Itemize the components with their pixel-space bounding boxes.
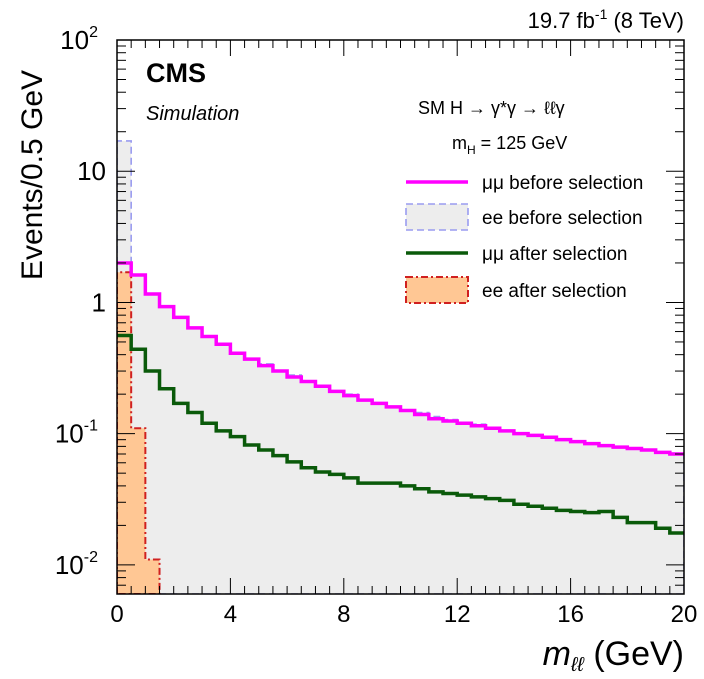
legend-entry: μμ before selection [406, 173, 643, 194]
y-tick-label: 1 [92, 287, 106, 317]
mumu-before-selection-series [117, 261, 684, 456]
mumu-after-selection-series [117, 333, 684, 535]
x-axis-label: mℓℓ (GeV) [543, 635, 684, 676]
legend-label: ee after selection [482, 281, 627, 302]
y-tick-label: 10 [77, 156, 106, 186]
lumi-label: 19.7 fb-1 (8 TeV) [528, 6, 684, 33]
x-tick-label: 16 [557, 601, 584, 628]
legend-entry: ee before selection [405, 203, 643, 231]
legend-box-swatch [405, 203, 469, 231]
x-tick-label: 4 [224, 601, 237, 628]
legend-label: μμ before selection [482, 173, 643, 194]
legend: μμ before selection ee before selection μμ… [405, 173, 643, 304]
x-tick-label: 0 [110, 601, 123, 628]
mumu-before-selection-series-line [117, 261, 684, 456]
y-tick-label: 10-1 [55, 418, 98, 449]
x-tick-label: 8 [337, 601, 350, 628]
x-tick-label: 20 [671, 601, 698, 628]
mumu-after-selection-series-line [117, 333, 684, 535]
x-axis: 0 4 8 12 16 20 [110, 40, 697, 628]
legend-label: μμ after selection [482, 244, 627, 265]
ee-after-selection-series [117, 271, 161, 594]
legend-entry: ee after selection [405, 276, 627, 304]
higgs-mass-label: mH = 125 GeV [452, 133, 567, 157]
ee-before-selection-series-fill [117, 140, 684, 594]
simulation-label: Simulation [146, 103, 239, 125]
process-label: SM H → γ*γ → ℓℓγ [418, 98, 565, 118]
series-layer [117, 140, 684, 594]
x-tick-label: 12 [444, 601, 471, 628]
legend-box-swatch [405, 276, 469, 304]
y-axis-label: Events/0.5 GeV [16, 70, 49, 280]
y-tick-label: 102 [60, 24, 98, 55]
cms-label: CMS [146, 58, 206, 88]
y-tick-label: 10-2 [55, 549, 98, 580]
legend-entry: μμ after selection [406, 244, 627, 265]
y-axis: 10-2 10-1 1 10 102 [55, 24, 684, 595]
legend-label: ee before selection [482, 208, 643, 229]
ee-after-selection-series-fill [117, 272, 160, 594]
ee-after-selection-series-line [117, 271, 161, 594]
